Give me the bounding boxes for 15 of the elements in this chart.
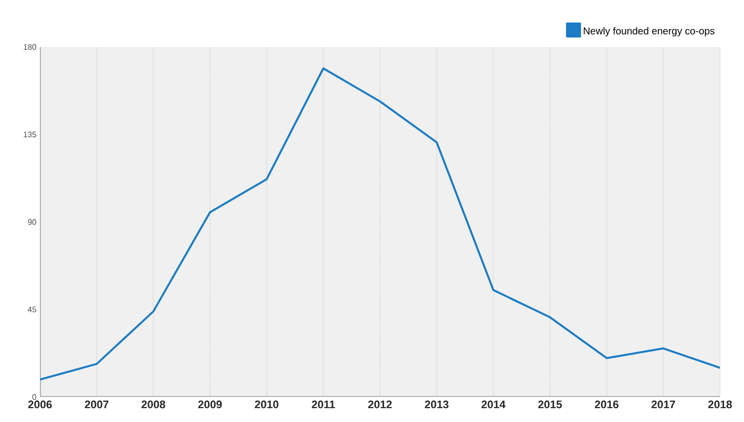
x-tick-label: 2011 (312, 400, 335, 408)
x-tick-label: 2006 (28, 400, 52, 408)
x-tick-label: 2014 (482, 400, 506, 408)
legend-label: Newly founded energy co-ops (584, 27, 714, 36)
x-tick-label: 2008 (142, 400, 166, 408)
x-tick-label: 2018 (708, 400, 732, 408)
x-tick-label: 2009 (198, 400, 222, 408)
x-tick-label: 2016 (594, 400, 618, 408)
x-tick-label: 2013 (424, 400, 448, 408)
x-tick-label: 2015 (538, 400, 562, 408)
line-series (40, 67, 720, 380)
x-tick-label: 2010 (254, 400, 278, 408)
x-tick-label: 2012 (368, 400, 392, 408)
x-tick-label: 2017 (652, 400, 676, 408)
x-tick-label: 2007 (84, 400, 108, 408)
